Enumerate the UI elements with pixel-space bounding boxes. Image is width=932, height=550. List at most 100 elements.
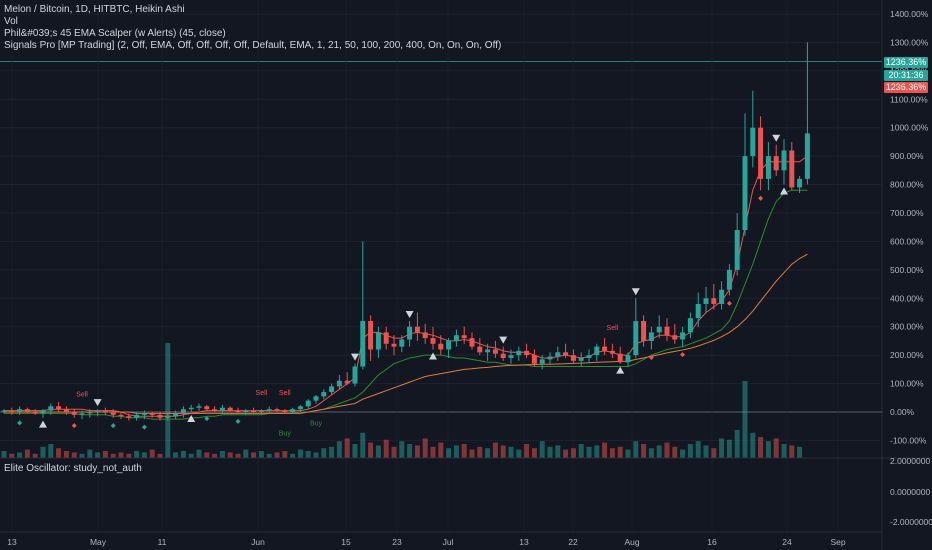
volume-bar	[633, 441, 639, 458]
sell-label: Sell	[279, 390, 291, 397]
candle-body	[563, 352, 569, 356]
buy-label: Buy	[279, 430, 292, 437]
candle-body	[438, 343, 444, 350]
candle-body	[617, 353, 623, 363]
volume-bar	[641, 444, 647, 458]
candle-body	[344, 380, 350, 384]
candle-body	[524, 350, 530, 356]
fast-line-tag: 1236.36%	[884, 82, 928, 93]
signal-diamond	[110, 423, 116, 429]
candle-body	[602, 346, 608, 351]
volume-bar	[102, 451, 108, 458]
volume-bar	[781, 444, 787, 458]
x-tick-label: 24	[782, 537, 792, 547]
candle-body	[726, 269, 732, 290]
volume-bar	[188, 453, 194, 458]
volume-bar	[149, 449, 155, 458]
y-tick-label: 400.00%	[890, 293, 924, 303]
grid-lines	[0, 0, 883, 550]
volume-bar	[765, 441, 771, 458]
candle-body	[17, 409, 23, 412]
candle-body	[87, 412, 93, 414]
oscillator-pane: 2.0000000 0.0000000 -2.0000000	[0, 456, 932, 527]
series-line-slow	[4, 189, 808, 420]
candle-body	[407, 326, 413, 340]
candle-body	[157, 414, 163, 418]
signal-diamond	[141, 424, 147, 430]
candle-body	[352, 366, 358, 384]
x-tick-label: 22	[568, 537, 578, 547]
candle-body	[648, 332, 654, 341]
buy-label: Buy	[310, 420, 323, 427]
volume-bar	[516, 449, 522, 458]
candle-body	[765, 156, 771, 179]
volume-bar	[726, 439, 732, 458]
sell-triangle	[772, 134, 781, 142]
osc-tick-label: 0.0000000	[890, 487, 930, 497]
volume-bar	[625, 449, 631, 458]
x-tick-label: May	[90, 537, 107, 547]
volume-bar	[563, 449, 569, 458]
indicator-volume[interactable]: Vol	[4, 16, 18, 27]
volume-bar	[32, 453, 38, 458]
candle-body	[204, 406, 210, 410]
time-axis[interactable]: 13 May 11 Jun 15 23 Jul 13 22 Aug 16 24 Sep	[0, 531, 882, 547]
volume-bar	[453, 445, 459, 458]
candle-body	[1, 410, 7, 412]
volume-bar	[407, 444, 413, 458]
candle-body	[32, 412, 38, 414]
sell-triangle	[631, 288, 640, 296]
volume-bar	[219, 451, 225, 458]
candle-body	[266, 409, 272, 411]
candle-body	[243, 410, 249, 412]
candle-body	[235, 410, 241, 412]
oscillator-label[interactable]: Elite Oscillator: study_not_auth	[4, 463, 142, 474]
candle-body	[789, 150, 795, 188]
candle-body	[477, 346, 483, 353]
candle-body	[773, 156, 779, 171]
candle-body	[492, 349, 498, 354]
candle-body	[516, 350, 522, 356]
volume-bar	[680, 449, 686, 458]
volume-bar	[313, 452, 319, 458]
x-tick-label: 11	[158, 537, 167, 547]
volume-bar	[1, 451, 7, 458]
candle-body	[173, 413, 179, 417]
candle-body	[48, 406, 54, 411]
volume-bar	[157, 453, 163, 458]
volume-bar	[141, 452, 147, 458]
signal-diamond	[726, 300, 732, 306]
symbol-title[interactable]: Melon / Bitcoin, 1D, HITBTC, Heikin Ashi	[4, 4, 185, 15]
volume-bar	[797, 446, 803, 458]
sell-label: Sell	[76, 392, 88, 399]
indicator-signals-pro[interactable]: Signals Pro [MP Trading] (2, Off, EMA, O…	[4, 40, 502, 51]
volume-bar	[485, 448, 491, 458]
candle-body	[9, 410, 15, 412]
volume-bar	[656, 445, 662, 458]
sell-label: Sell	[607, 325, 619, 332]
volume-bar	[266, 453, 272, 458]
volume-bars	[1, 343, 803, 458]
candle-body	[469, 338, 475, 347]
candle-body	[375, 332, 381, 350]
candle-body	[430, 338, 436, 344]
candle-body	[368, 321, 374, 350]
y-tick-label: 900.00%	[890, 151, 924, 161]
volume-bar	[719, 438, 725, 458]
volume-bar	[56, 448, 62, 458]
y-tick-label: 500.00%	[890, 265, 924, 275]
candle-body	[695, 303, 701, 319]
volume-bar	[71, 452, 77, 458]
volume-bar	[703, 445, 709, 458]
volume-bar	[165, 343, 171, 458]
candle-body	[570, 355, 576, 361]
indicator-ema-scalper[interactable]: Phil&#039;s 45 EMA Scalper (w Alerts) (4…	[4, 28, 226, 39]
signal-diamond	[648, 354, 654, 360]
volume-bar	[212, 453, 218, 458]
candle-body	[165, 416, 171, 418]
y-tick-label: 700.00%	[890, 208, 924, 218]
volume-bar	[586, 446, 592, 458]
candle-body	[63, 409, 69, 412]
y-tick-label: 600.00%	[890, 236, 924, 246]
